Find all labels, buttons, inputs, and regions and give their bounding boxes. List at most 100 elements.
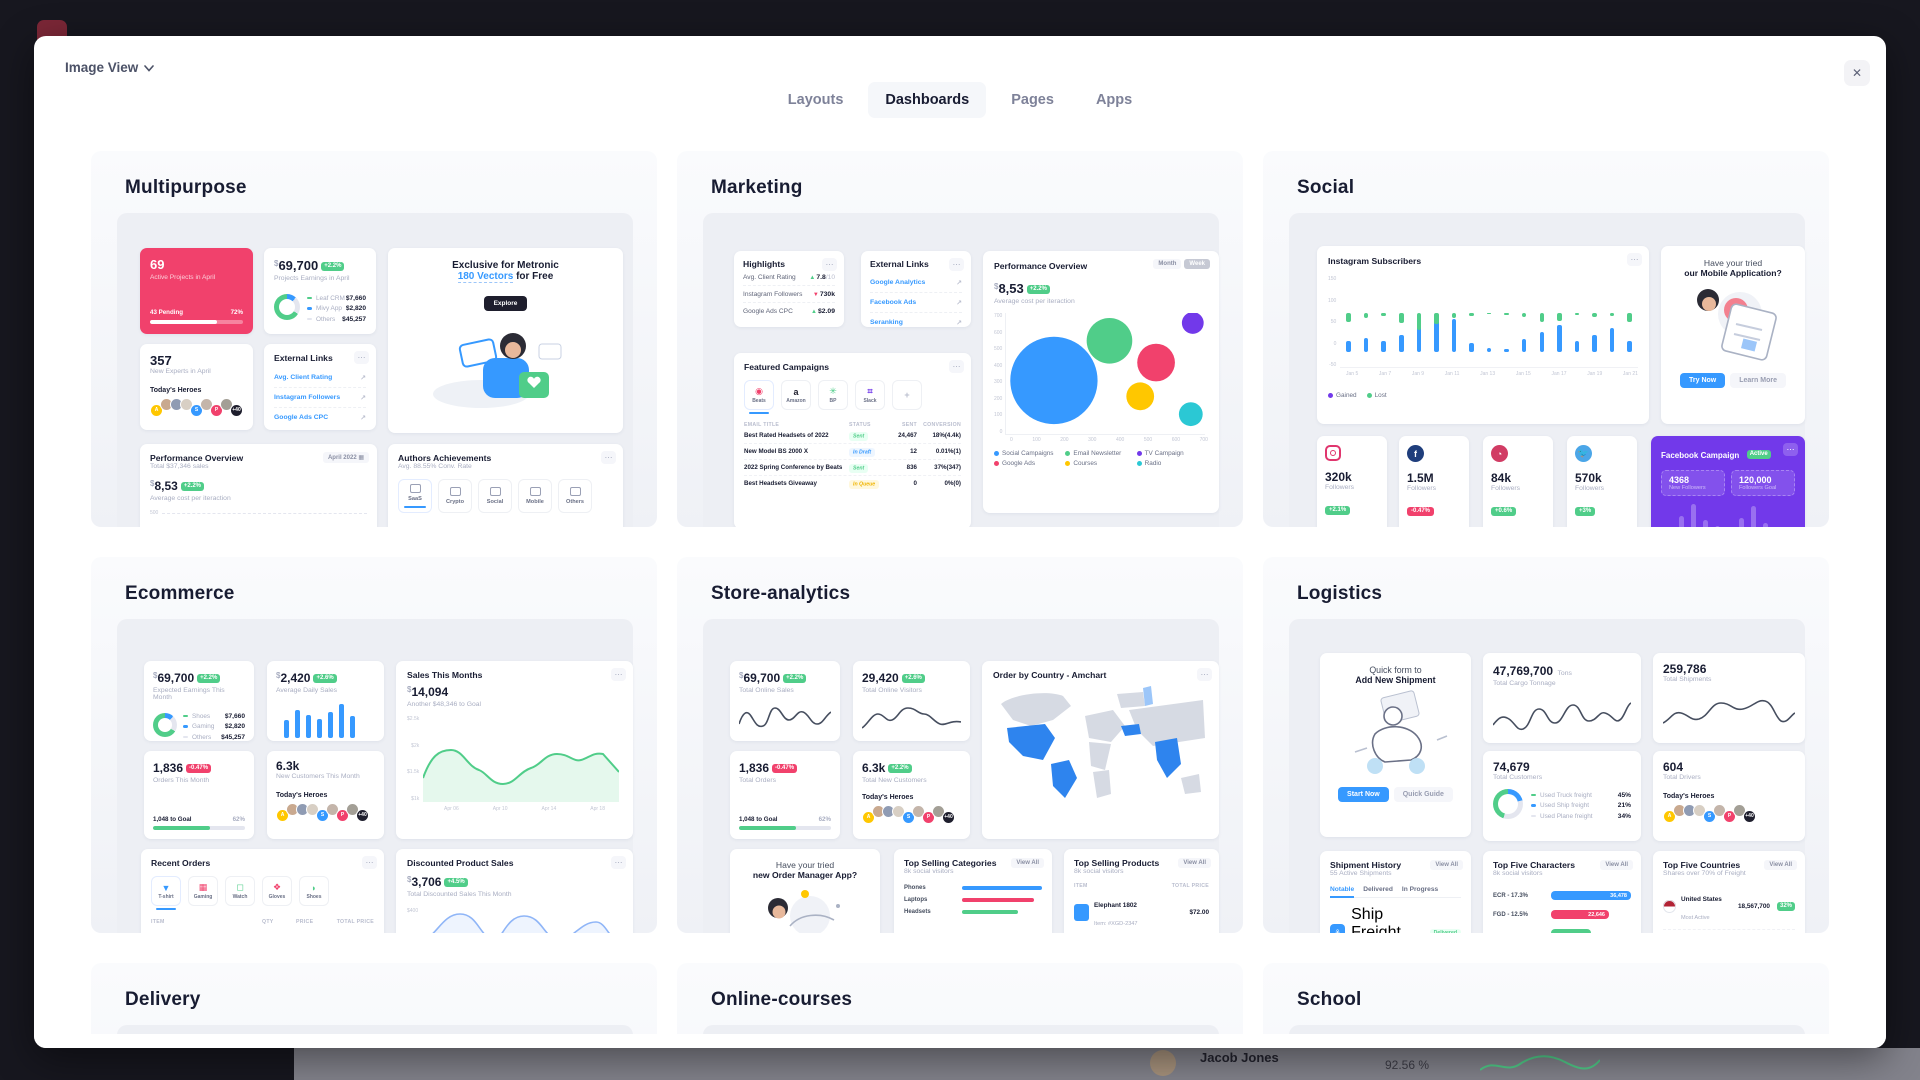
explore-button[interactable]: Explore — [483, 296, 528, 311]
author-tab-saas[interactable]: SaaS — [398, 479, 432, 513]
external-link-icon: ↗ — [956, 299, 962, 307]
dashboard-tile-ecommerce[interactable]: Ecommerce $69,700 +2.2% Expected Earnings… — [91, 557, 657, 933]
order-tab-watch[interactable]: ◻ Watch — [225, 876, 255, 906]
date-filter-chip[interactable]: April 2022 ▦ — [322, 452, 369, 463]
try-now-button[interactable]: Try Now — [1680, 373, 1726, 388]
order-tab-tshirt[interactable]: ▼ T-shirt — [151, 876, 181, 910]
tab-layouts[interactable]: Layouts — [787, 92, 844, 108]
order-tab-gloves[interactable]: ❖ Gloves — [262, 876, 292, 906]
campaign-row[interactable]: Best Rated Headsets of 2022 Sent 24,467 18%… — [744, 428, 961, 444]
tab-dashboards[interactable]: Dashboards — [868, 82, 987, 118]
history-tab-inprogress[interactable]: In Progress — [1401, 886, 1439, 893]
stat-badge: +2.1% — [1325, 505, 1351, 515]
brand-tab-slack[interactable]: ⌗ Slack — [855, 380, 885, 410]
dashboard-preview: 69 Active Projects in April 43 Pending 7… — [117, 213, 633, 527]
axis-tick: Jan 21 — [1622, 371, 1638, 377]
week-button[interactable]: Week — [1184, 259, 1210, 269]
experts-value: 357 — [150, 353, 172, 368]
menu-dots-icon[interactable]: ⋯ — [949, 360, 964, 373]
dashboard-tile-online-courses[interactable]: Online-courses — [677, 963, 1243, 1048]
column-header: CONVERSION — [923, 422, 961, 428]
campaign-row[interactable]: 2022 Spring Conference by Beats Sent 836 37… — [744, 460, 961, 476]
menu-dots-icon[interactable]: ⋯ — [822, 258, 837, 271]
history-tab-notable[interactable]: Notable — [1330, 886, 1355, 898]
menu-dots-icon[interactable]: ⋯ — [1783, 443, 1798, 456]
brand-tab-amazon[interactable]: a Amazon — [781, 380, 811, 410]
dashboard-tile-store-analytics[interactable]: Store-analytics $69,700 +2.2% Total Onlin… — [677, 557, 1243, 933]
shipment-history-card: Shipment History 55 Active Shipments Vie… — [1320, 851, 1471, 933]
order-tab-shoes[interactable]: ◗ Shoes — [299, 876, 329, 906]
dashboard-tile-multipurpose[interactable]: Multipurpose 69 Active Projects in April… — [91, 151, 657, 527]
learn-more-button[interactable]: Learn More — [1730, 373, 1786, 388]
column-header: ITEM — [151, 919, 165, 925]
author-tab-mobile[interactable]: Mobile — [518, 479, 552, 513]
brand-tab-bp[interactable]: ✳ BP — [818, 380, 848, 410]
start-now-button[interactable]: Start Now — [1338, 787, 1389, 802]
external-link-icon: ↗ — [956, 319, 962, 327]
shipment-name: Ship Freight — [1351, 906, 1401, 933]
stat-badge: +0.6% — [1491, 506, 1517, 516]
dashboard-tile-logistics[interactable]: Logistics Quick form to Add New Shipment — [1263, 557, 1829, 933]
promo-vectors-link[interactable]: 180 Vectors — [457, 271, 514, 283]
order-tab-gaming[interactable]: ▦ Gaming — [188, 876, 218, 906]
tab-apps[interactable]: Apps — [1095, 92, 1133, 108]
external-link[interactable]: Instagram Followers ↗ — [274, 388, 366, 408]
external-link[interactable]: Google Ads CPC ↗ — [274, 414, 366, 422]
external-link[interactable]: Facebook Ads ↗ — [870, 293, 962, 313]
country-row[interactable]: United States Most Active 18,567,700 32% — [1663, 883, 1795, 930]
menu-dots-icon[interactable]: ⋯ — [354, 351, 369, 364]
menu-dots-icon[interactable]: ⋯ — [611, 668, 626, 681]
view-all-button[interactable]: View All — [1178, 858, 1211, 868]
daily-label: Average Daily Sales — [276, 687, 338, 694]
currency: $ — [150, 479, 155, 488]
campaign-row[interactable]: New Model BS 2000 X In Draft 12 0.01%(1) — [744, 444, 961, 460]
external-link[interactable]: Avg. Client Rating ↗ — [274, 368, 366, 388]
month-button[interactable]: Month — [1153, 259, 1182, 269]
add-brand-button[interactable]: + — [892, 380, 922, 410]
map-title: Order by Country - Amchart — [993, 670, 1107, 680]
currency: $ — [274, 259, 279, 268]
quick-guide-button[interactable]: Quick Guide — [1393, 787, 1453, 802]
view-all-button[interactable]: View All — [1600, 860, 1633, 870]
dashboard-tile-marketing[interactable]: Marketing Highlights ⋯ Avg. Client Ratin… — [677, 151, 1243, 527]
dashboard-tile-school[interactable]: School — [1263, 963, 1829, 1048]
shipment-row[interactable]: ⚓ Ship Freight#5635-342808 Delivered — [1330, 906, 1461, 933]
bar-pair — [1451, 276, 1457, 367]
menu-dots-icon[interactable]: ⋯ — [362, 856, 377, 869]
axis-tick: 400 — [994, 362, 1003, 369]
close-icon[interactable]: ✕ — [1844, 60, 1870, 86]
image-view-dropdown[interactable]: Image View — [65, 60, 155, 75]
orders-value: 1,836 — [153, 761, 184, 775]
orders-label: Total Orders — [739, 777, 777, 784]
dashboard-tile-social[interactable]: Social Instagram Subscribers ⋯ 150 100 50 0… — [1263, 151, 1829, 527]
avatar: +40 — [942, 810, 955, 824]
customers-label: Total Customers — [1493, 774, 1543, 781]
menu-dots-icon[interactable]: ⋯ — [601, 451, 616, 464]
campaign-row[interactable]: Best Headsets Giveaway In Queue 0 0%(0) — [744, 479, 961, 489]
sales-title: Sales This Months — [407, 670, 483, 680]
history-tab-delivered[interactable]: Delivered — [1363, 886, 1393, 893]
external-link[interactable]: Seranking ↗ — [870, 319, 962, 327]
status-badge: Delivered — [1429, 928, 1461, 933]
author-tab-crypto[interactable]: Crypto — [438, 479, 472, 513]
author-tab-others[interactable]: Others — [558, 479, 592, 513]
stat-label: Followers — [1325, 484, 1355, 491]
author-tab-social[interactable]: Social — [478, 479, 512, 513]
product-row[interactable]: Elephant 1802 Item: #XGD-2347 $72.00 — [1074, 889, 1209, 933]
menu-dots-icon[interactable]: ⋯ — [611, 856, 626, 869]
menu-dots-icon[interactable]: ⋯ — [1627, 253, 1642, 266]
x-axis: Apr 06 Apr 10 Apr 14 Apr 18 — [407, 806, 622, 812]
external-links-list: Google Analytics ↗ Facebook Ads ↗ Seranking ↗ — [870, 273, 962, 327]
tab-pages[interactable]: Pages — [1011, 92, 1054, 108]
legend-item: Lost — [1366, 392, 1387, 399]
dashboard-tile-delivery[interactable]: Delivery — [91, 963, 657, 1048]
external-link[interactable]: Google Analytics ↗ — [870, 273, 962, 293]
visitors-value: 29,420 — [862, 671, 899, 685]
view-all-button[interactable]: View All — [1011, 858, 1044, 868]
view-all-button[interactable]: View All — [1430, 860, 1463, 870]
menu-dots-icon[interactable]: ⋯ — [1197, 668, 1212, 681]
country-row[interactable]: BrasilRising Star 6,346,760 14% — [1663, 930, 1795, 933]
menu-dots-icon[interactable]: ⋯ — [949, 258, 964, 271]
brand-tab-beats[interactable]: ◉ Beats — [744, 380, 774, 414]
view-all-button[interactable]: View All — [1764, 860, 1797, 870]
